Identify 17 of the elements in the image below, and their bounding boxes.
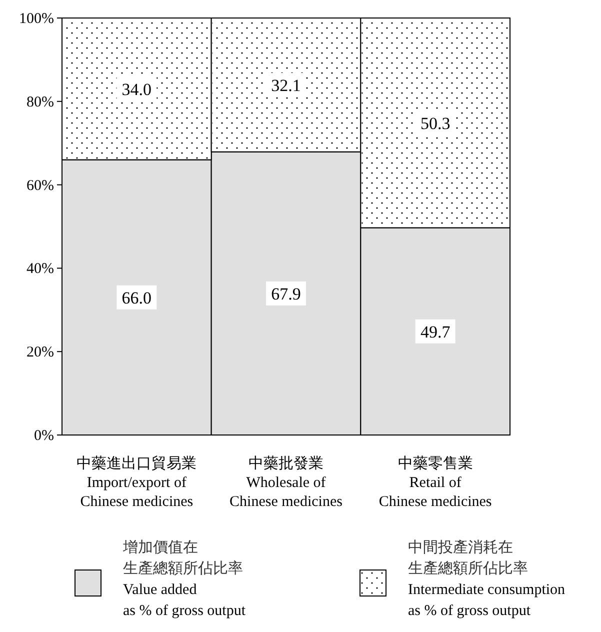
x-tick-label: 中藥批發業 Wholesale of Chinese medicines: [230, 455, 343, 510]
y-tick-label: 80%: [26, 94, 54, 110]
data-label: 34.0: [122, 80, 152, 99]
y-tick-label: 100%: [19, 11, 54, 27]
legend-label: 增加價值在生產總額所佔比率 Value added as % of gross output: [122, 539, 246, 619]
x-tick-label: 中藥零售業 Retail of Chinese medicines: [378, 455, 492, 510]
data-label: 49.7: [420, 322, 451, 342]
y-tick-label: 20%: [26, 344, 54, 361]
data-label: 32.1: [271, 76, 301, 95]
y-tick-label: 40%: [26, 261, 54, 278]
data-label: 66.0: [122, 288, 152, 308]
data-label: 67.9: [271, 284, 301, 304]
y-tick-label: 60%: [26, 178, 54, 194]
x-tick-label: 中藥進出口貿易業 Import/export of Chinese medicines: [76, 455, 197, 510]
y-tick-label: 0%: [34, 428, 54, 444]
data-label: 50.3: [420, 114, 450, 133]
legend-label: 中間投產消耗在生產總額所佔比率 Intermediate consumption as % of gross output: [408, 539, 566, 619]
